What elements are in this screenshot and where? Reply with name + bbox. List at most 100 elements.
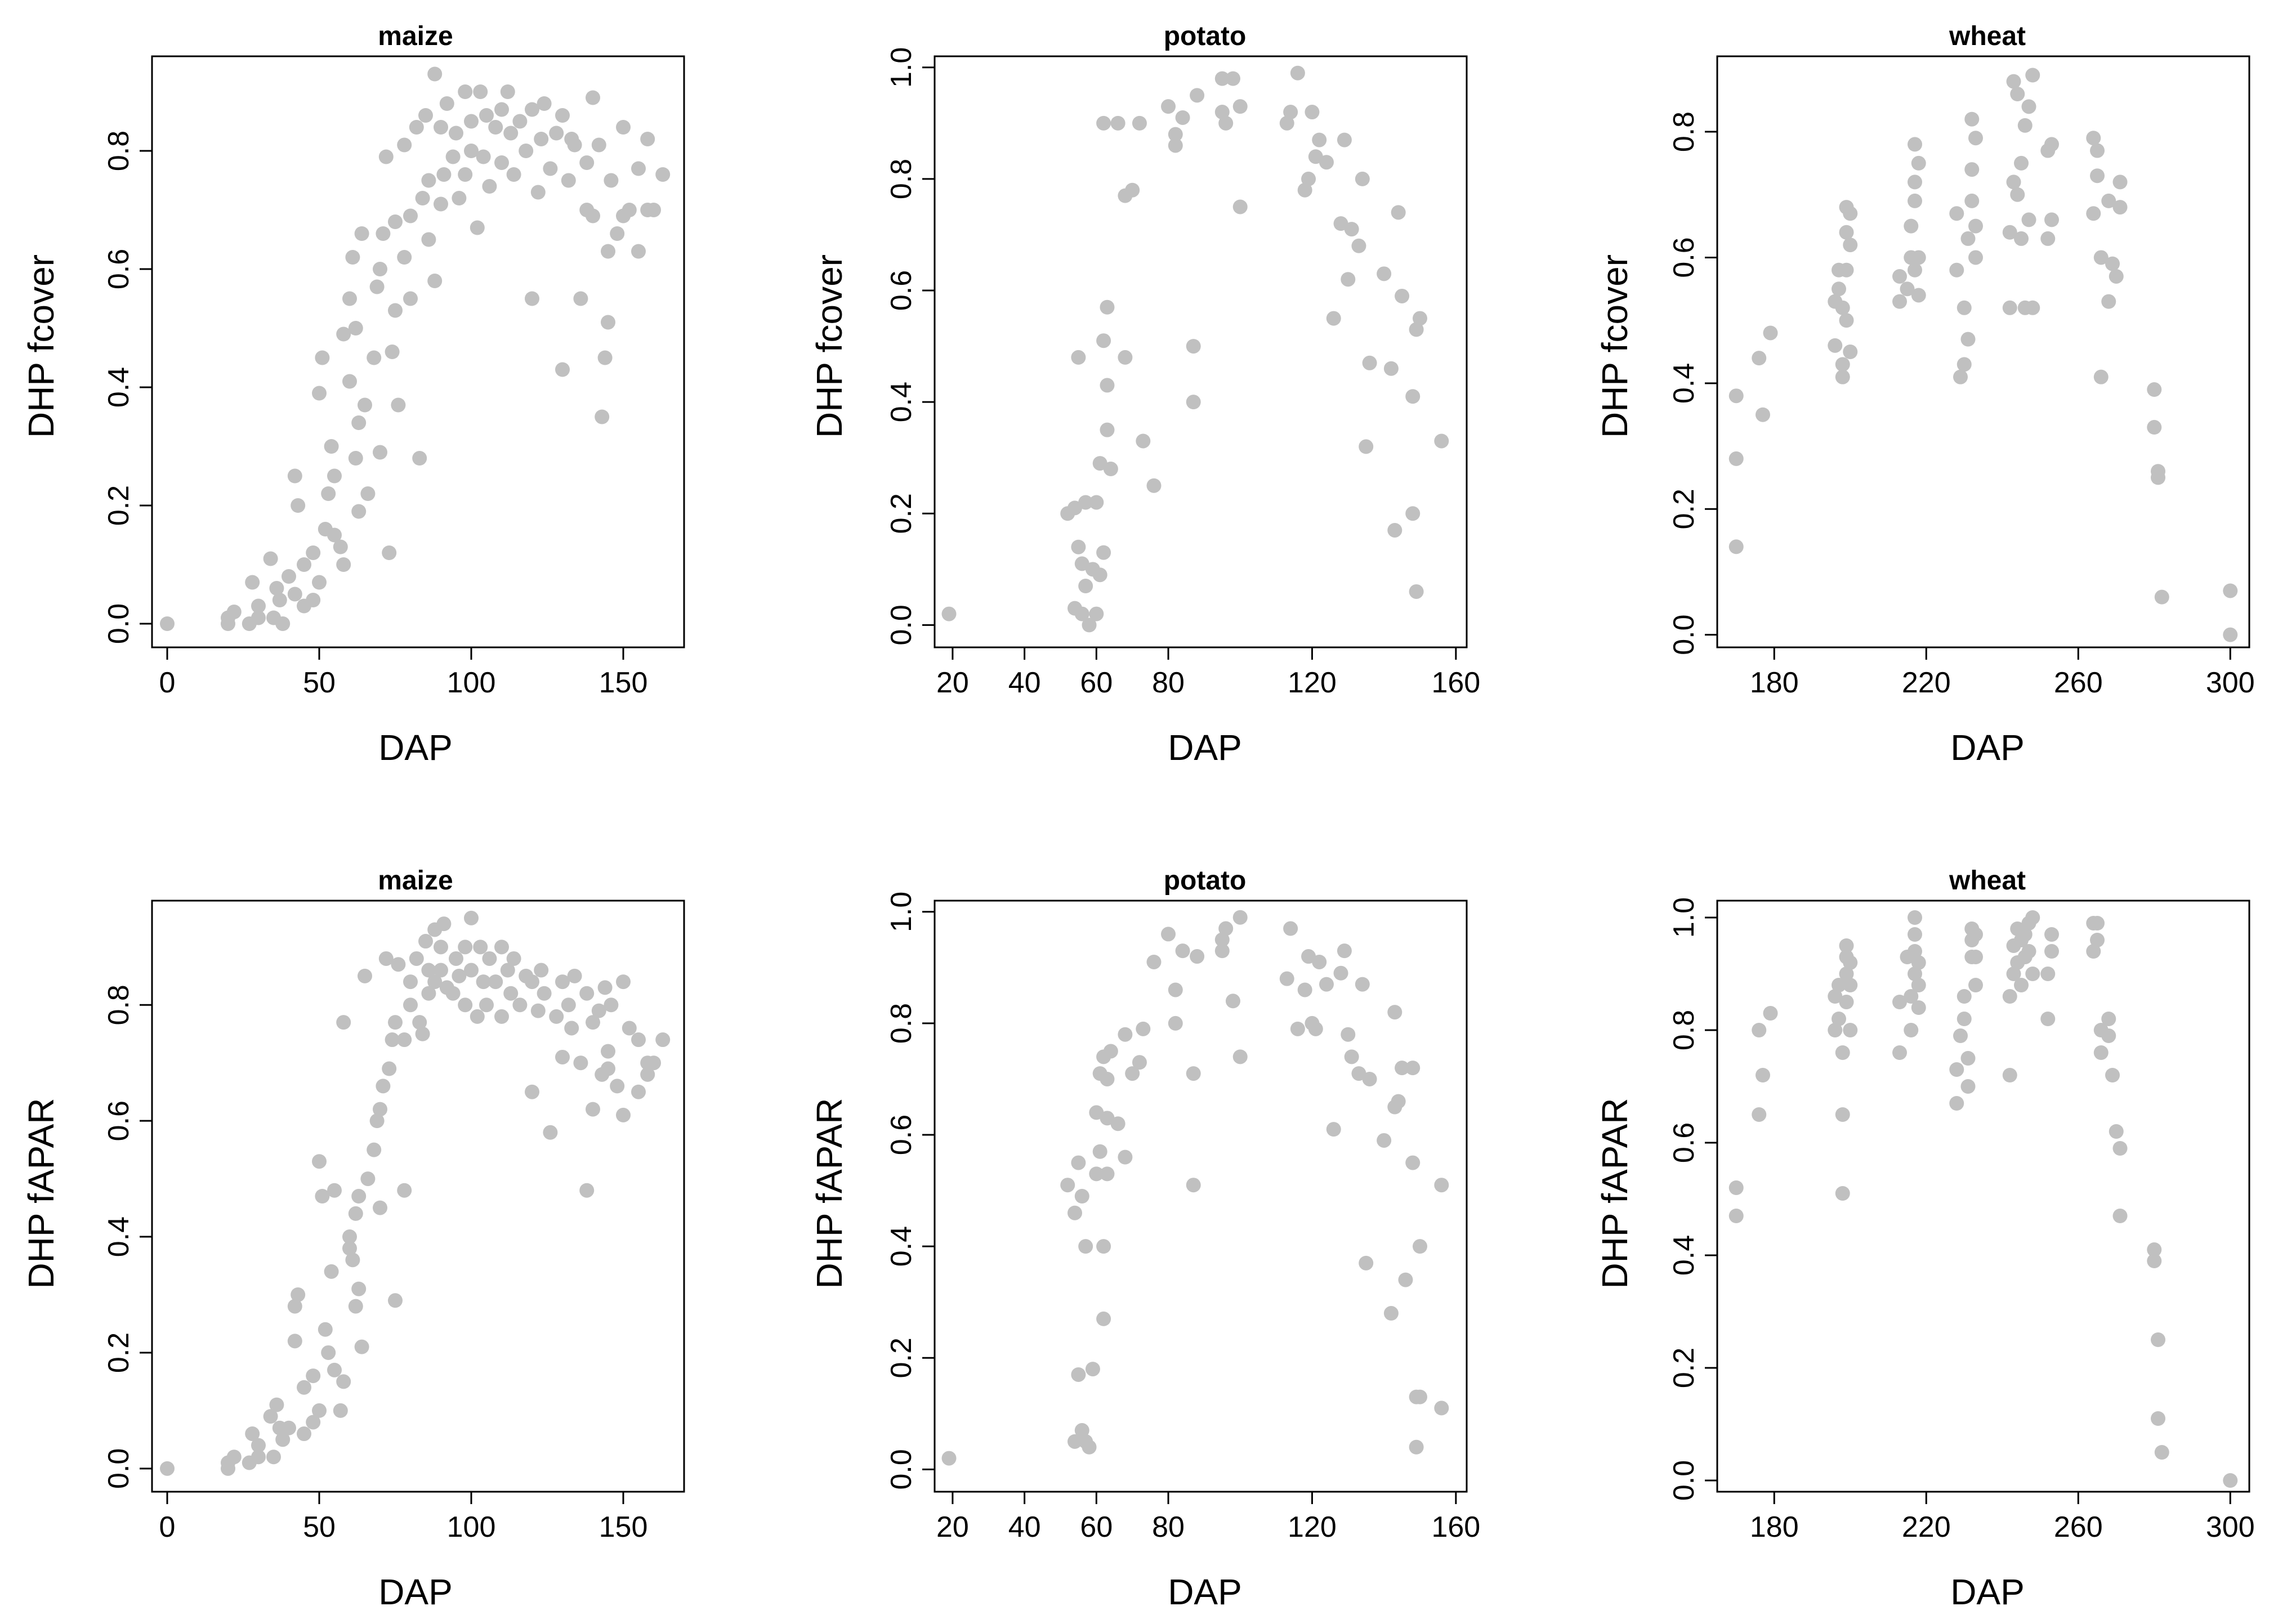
data-point [2223,1473,2238,1488]
x-tick-label: 260 [2054,666,2103,699]
y-tick-label: 0.0 [885,605,918,645]
data-point [342,374,357,389]
data-point [525,1084,539,1099]
data-point [1728,1180,1744,1195]
data-point [1911,978,1926,992]
data-point [1305,105,1320,120]
data-point [488,120,503,135]
data-point [1892,294,1907,309]
x-tick-label: 0 [159,666,176,699]
data-point [1092,1144,1107,1159]
data-point [1214,932,1230,947]
data-point [1100,1111,1115,1126]
data-point [378,951,394,966]
data-point [470,220,485,235]
panel-3-title: wheat [1949,21,2026,51]
data-point [1161,99,1176,114]
data-point [1071,350,1086,365]
data-point [1377,266,1392,281]
panel-1-ylabel: DHP fcover [21,254,61,438]
data-point [1362,1071,1377,1086]
data-point [941,1451,957,1466]
data-point [519,144,534,158]
data-point [1839,938,1854,953]
data-point [354,226,369,241]
data-point [1391,205,1406,220]
data-point [1082,1439,1097,1455]
x-tick-label: 220 [1902,1511,1951,1544]
data-point [579,155,595,170]
data-point [1756,407,1770,422]
data-point [2101,1028,2116,1043]
data-point [351,504,367,519]
data-point [1103,1044,1118,1059]
data-point [2154,1445,2169,1460]
data-point [573,291,588,306]
data-point [1957,357,1972,372]
data-point [2151,470,2165,485]
data-point [373,262,387,276]
plot-frame [1716,55,2250,648]
data-point [275,1432,291,1447]
data-point [342,291,357,306]
y-tick-label: 0.2 [102,485,135,526]
data-point [1319,977,1334,992]
data-point [421,232,436,247]
data-point [473,939,488,955]
data-point [1082,618,1097,633]
x-tick-label: 80 [1152,1511,1185,1544]
data-point [2044,944,2059,959]
data-point [1301,171,1316,186]
data-point [2014,155,2029,171]
data-point [534,963,549,978]
data-point [1911,1000,1926,1015]
data-point [306,593,321,607]
x-tick-label: 180 [1750,666,1799,699]
data-point [476,974,491,990]
data-point [251,1449,266,1465]
data-point [1835,300,1850,315]
data-point [543,161,558,176]
data-point [1405,1155,1421,1170]
data-point [646,1055,661,1071]
y-tick-label: 0.8 [102,131,135,171]
data-point [1341,1027,1356,1042]
data-point [1136,1021,1151,1036]
data-point [1100,422,1115,437]
data-point [2025,910,2040,925]
data-point [2021,99,2036,114]
data-point [1728,451,1744,466]
y-tick-label: 1.0 [885,47,918,88]
data-point [1949,206,1964,221]
data-point [464,963,479,978]
data-point [2112,1209,2128,1223]
y-tick-label: 0.6 [1668,237,1700,278]
x-tick-label: 160 [1431,1511,1480,1544]
data-point [479,108,494,123]
data-point [464,144,479,158]
data-point [391,397,406,413]
x-tick-label: 150 [599,666,648,699]
data-point [458,167,473,182]
data-point [1728,1209,1744,1223]
data-point [358,968,372,983]
plot-frame [151,900,685,1493]
data-point [2014,231,2029,246]
data-point [382,1061,397,1076]
data-point [452,191,467,205]
data-point [1968,950,1983,964]
data-point [251,1438,266,1453]
y-tick-label: 0.8 [1668,1010,1700,1050]
data-point [1096,1239,1111,1254]
data-point [1960,1051,1976,1066]
data-point [412,1015,427,1030]
data-point [1908,927,1922,942]
data-point [1297,182,1312,198]
data-point [2101,1012,2116,1026]
data-point [1100,1071,1115,1086]
data-point [1110,1116,1125,1131]
data-point [1232,99,1248,114]
data-point [655,1032,671,1048]
data-point [616,1107,631,1122]
data-point [376,226,391,241]
